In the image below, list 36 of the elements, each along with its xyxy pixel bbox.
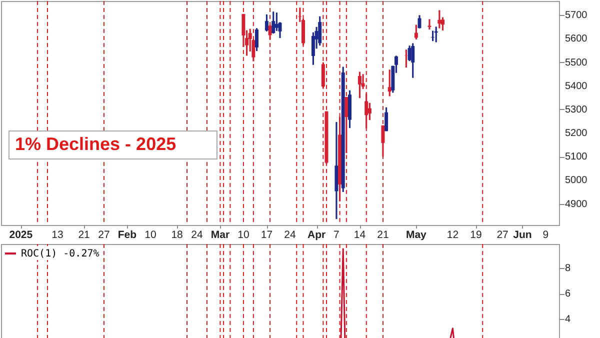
y-tick-label: 5200 — [565, 128, 588, 140]
x-tick-label: 21 — [78, 229, 90, 241]
x-tick-label: 19 — [470, 229, 482, 241]
x-tick-label: 24 — [284, 229, 296, 241]
x-tick-label: 13 — [52, 229, 64, 241]
x-tick-label: 9 — [542, 229, 549, 241]
x-tick-label: 27 — [98, 229, 110, 241]
x-tick-label: 10 — [238, 229, 250, 241]
x-tick-label: Apr — [307, 229, 326, 241]
y-tick-label: 4 — [565, 314, 571, 325]
x-tick-label: Jun — [513, 229, 532, 241]
x-tick-label: 10 — [144, 229, 156, 241]
y-tick-label: 5500 — [565, 57, 588, 68]
y-tick-label: 5400 — [565, 80, 588, 92]
x-tick-label: 2025 — [9, 229, 33, 241]
x-tick-label: 27 — [496, 229, 509, 241]
y-tick-label: 5300 — [565, 104, 588, 116]
x-tick-label: 14 — [354, 229, 366, 241]
x-tick-label: Feb — [118, 229, 137, 241]
y-tick-label: 6 — [565, 288, 571, 300]
annotation: 1% Declines - 2025 — [15, 134, 176, 154]
legend-label: ROC(1) -0.27% — [21, 248, 100, 260]
x-tick-label: 18 — [171, 229, 184, 241]
x-tick-label: 12 — [446, 229, 459, 241]
x-tick-label: 7 — [334, 229, 340, 241]
y-tick-label: 5100 — [565, 152, 588, 163]
y-tick-label: 5000 — [565, 175, 588, 186]
y-tick-label: 5700 — [565, 10, 588, 22]
x-tick-label: 21 — [377, 229, 389, 241]
x-tick-label: 24 — [191, 229, 203, 241]
x-tick-label: Mar — [210, 229, 230, 241]
x-tick-label: May — [406, 229, 427, 241]
y-tick-label: 4900 — [565, 198, 588, 210]
x-tick-label: 17 — [260, 229, 273, 241]
y-tick-label: 8 — [565, 263, 571, 274]
y-tick-label: 5600 — [565, 34, 588, 45]
